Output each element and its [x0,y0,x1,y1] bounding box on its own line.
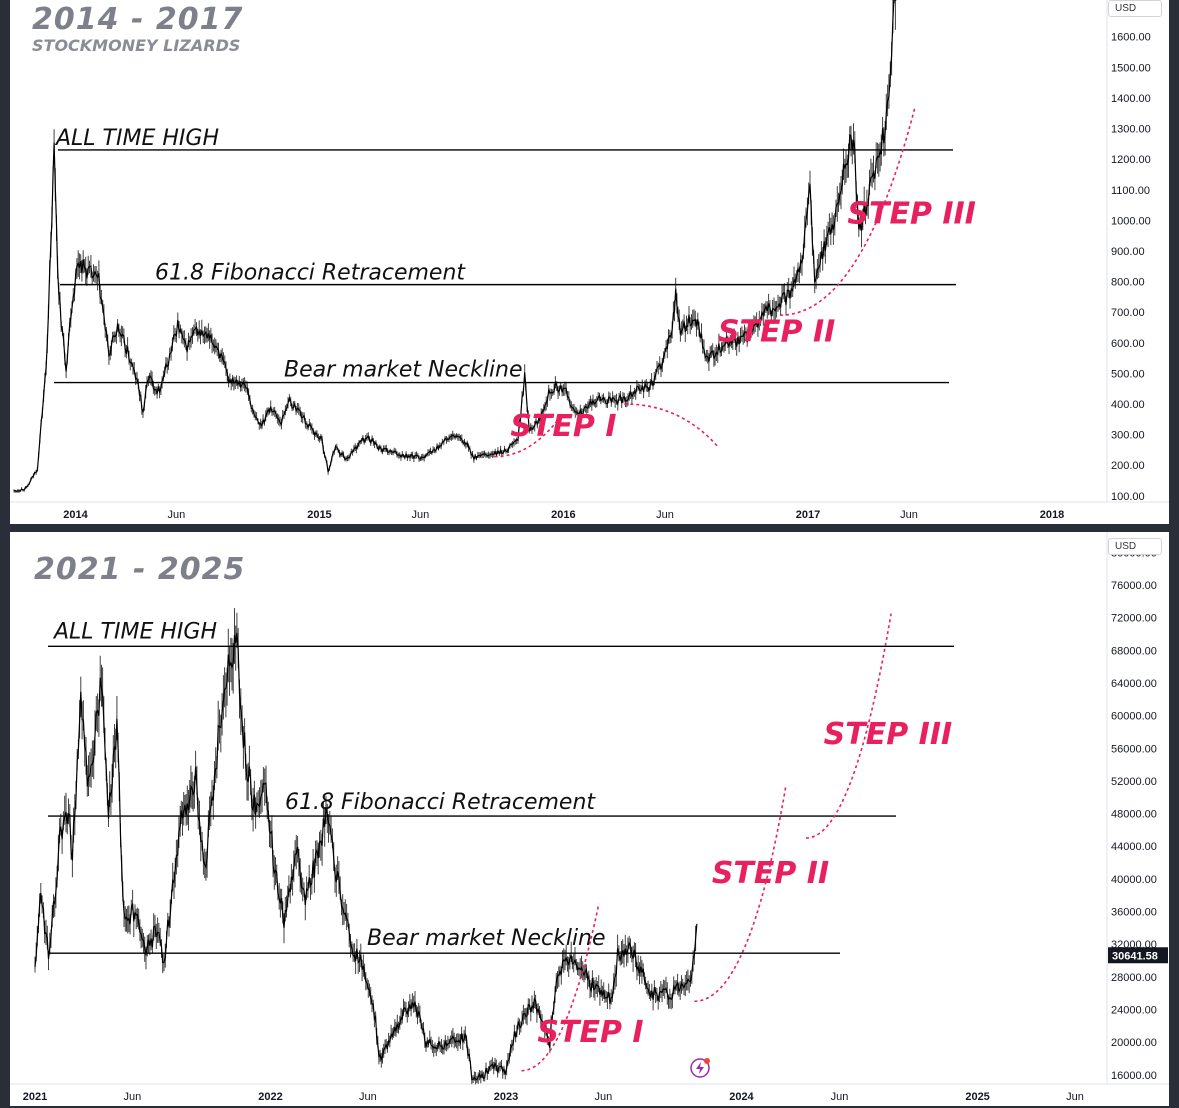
bolt-icon-glyph [696,1062,704,1074]
x-tick-label: Jun [359,1091,377,1103]
x-tick-label: Jun [831,1091,849,1103]
y-tick-label: 900.00 [1111,246,1145,258]
x-tick-label: 2025 [965,1091,989,1103]
bolt-icon-dot [704,1058,710,1064]
price-series [13,0,897,492]
y-tick-label: 1000.00 [1111,215,1151,227]
step-label: STEP I [537,1015,643,1050]
step-arc [779,106,916,316]
y-tick-label: 700.00 [1111,307,1145,319]
y-tick-label: 56000.00 [1111,743,1157,755]
chart-svg-2014-2017: 100.00 200.00 300.00 400.00 500.00 600.00 700.… [10,0,1169,521]
x-tick-label: Jun [168,509,186,521]
y-tick-label: 76000.00 [1111,580,1157,592]
step-label: STEP II [718,314,835,349]
level-label: ALL TIME HIGH [52,619,217,644]
y-tick-label: 48000.00 [1111,809,1157,821]
step-arc [805,613,892,839]
x-tick-label: Jun [124,1091,142,1103]
y-tick-label: 64000.00 [1111,678,1157,690]
step-arc [494,415,562,458]
x-tick-label: 2021 [23,1091,47,1103]
chart-title: 2021 - 2025 [34,552,246,587]
y-tick-label: 800.00 [1111,277,1145,289]
x-tick-label: 2018 [1040,509,1064,521]
y-tick-label: 44000.00 [1111,841,1157,853]
step-label: STEP III [847,196,975,231]
x-tick-label: Jun [595,1091,613,1103]
x-tick-label: 2024 [729,1091,754,1103]
y-tick-label: 1600.00 [1111,32,1151,44]
y-tick-label: 28000.00 [1111,972,1157,984]
y-tick-label: 72000.00 [1111,613,1157,625]
y-tick-label: 40000.00 [1111,874,1157,886]
y-tick-label: 20000.00 [1111,1037,1157,1049]
chart-title: 2014 - 2017 [32,2,244,37]
last-price-tag [1108,947,1168,964]
level-label: Bear market Neckline [284,358,523,383]
y-tick-label: 24000.00 [1111,1004,1157,1016]
level-label: Bear market Neckline [367,926,606,951]
y-tick-label: 300.00 [1111,430,1145,442]
chart-panel-2014-2017: 100.00 200.00 300.00 400.00 500.00 600.00 700.… [10,0,1169,524]
step-label: STEP III [824,717,952,752]
y-tick-label: 400.00 [1111,399,1145,411]
step-label: STEP I [510,409,616,444]
y-tick-label: 36000.00 [1111,907,1157,919]
x-tick-label: Jun [900,509,918,521]
x-tick-label: Jun [1066,1091,1084,1103]
x-tick-label: 2016 [551,509,575,521]
y-tick-label: 16000.00 [1111,1070,1157,1082]
price-series-wicks [13,0,897,493]
y-tick-label: 100.00 [1111,491,1145,503]
y-tick-label: 52000.00 [1111,776,1157,788]
step-arc [521,903,600,1072]
level-label: 61.8 Fibonacci Retracement [285,790,596,815]
x-tick-label: 2017 [796,509,820,521]
x-tick-label: 2015 [307,509,331,521]
x-tick-label: 2014 [63,509,88,521]
y-tick-label: 1400.00 [1111,93,1151,105]
bolt-icon [690,1058,710,1078]
last-price-label: 30641.58 [1112,950,1158,962]
chart-panel-2021-2025: 16000.00 20000.00 24000.00 28000.00 32000.00… [10,532,1169,1106]
chart-svg-2021-2025: 16000.0020000.0024000.0028000.0032000.00… [10,532,1169,1103]
y-tick-label: 1500.00 [1111,62,1151,74]
step-label: STEP II [712,856,829,891]
y-tick-label: 1200.00 [1111,154,1151,166]
y-tick-label: 600.00 [1111,338,1145,350]
x-tick-label: 2022 [258,1091,282,1103]
y-tick-label: 500.00 [1111,368,1145,380]
price-series [34,632,698,1081]
x-tick-label: 2023 [494,1091,518,1103]
y-tick-label: 200.00 [1111,460,1145,472]
y-tick-label: 68000.00 [1111,645,1157,657]
currency-unit-selector[interactable]: USD [1108,538,1162,555]
level-label: ALL TIME HIGH [54,126,219,151]
price-series-wicks [34,608,697,1085]
y-tick-label: 60000.00 [1111,711,1157,723]
step-arc [624,403,720,449]
y-tick-label: 1300.00 [1111,124,1151,136]
chart-subtitle: STOCKMONEY LIZARDS [32,36,241,55]
step-arc [694,784,787,1003]
x-tick-label: Jun [656,509,674,521]
y-tick-label: 1100.00 [1111,185,1150,197]
x-tick-label: Jun [412,509,430,521]
level-label: 61.8 Fibonacci Retracement [155,261,466,286]
currency-unit-selector[interactable]: USD [1108,0,1162,17]
